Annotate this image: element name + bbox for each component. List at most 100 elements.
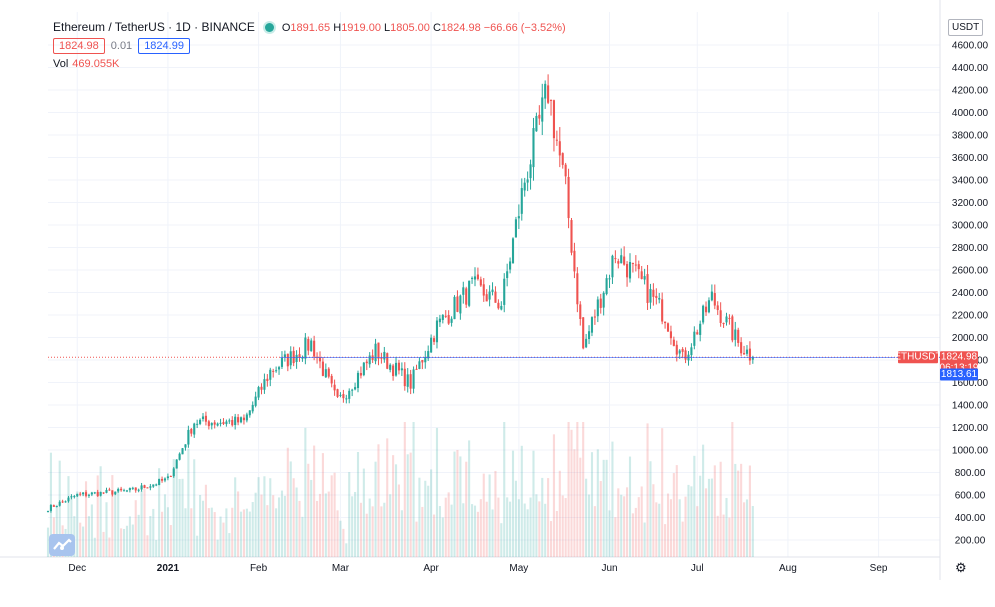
candle-body <box>441 315 444 320</box>
candle-body <box>740 342 743 354</box>
candle-body <box>266 378 269 382</box>
candle-body <box>134 487 137 491</box>
candle-body <box>269 369 272 380</box>
candle-body <box>143 485 146 488</box>
volume-bar <box>125 525 129 557</box>
time-tick-label: Dec <box>68 563 86 574</box>
volume-bar <box>96 475 99 557</box>
volume-bar <box>316 500 319 557</box>
volume-bar <box>669 499 672 557</box>
low-value: 1805.00 <box>390 22 430 34</box>
candle-body <box>424 357 427 363</box>
settings-gear-icon[interactable]: ⚙ <box>955 560 967 575</box>
candle-body <box>251 404 254 412</box>
candle-body <box>652 289 655 297</box>
candle-body <box>272 370 275 372</box>
volume-bar <box>488 474 491 557</box>
candle-body <box>354 387 357 390</box>
price-axis[interactable]: 200.00 400.00 600.00 800.00 1000.00 1200.00 14… <box>952 41 989 547</box>
candle-body <box>623 256 626 265</box>
volume-bar <box>672 473 675 557</box>
candle-body <box>579 304 582 319</box>
price-tick-label: 3400.00 <box>952 176 989 187</box>
volume-bar <box>637 497 640 557</box>
candle-body <box>500 305 503 310</box>
sell-button[interactable]: 1824.98 <box>53 38 105 54</box>
candle-body <box>664 321 667 324</box>
candle-body <box>649 289 652 303</box>
candle-body <box>172 468 175 477</box>
candle-body <box>517 216 520 219</box>
volume-bar <box>397 484 401 557</box>
volume-bar <box>137 514 140 557</box>
candle-body <box>125 490 129 492</box>
candle-body <box>503 278 506 305</box>
volume-bar <box>304 427 307 557</box>
candle-body <box>643 276 646 280</box>
candle-body <box>84 492 88 496</box>
candle-body <box>175 459 178 469</box>
volume-bar <box>643 522 646 557</box>
volume-bar <box>737 470 740 557</box>
candle-body <box>190 428 193 434</box>
candle-body <box>321 361 324 376</box>
volume-bar <box>655 502 658 557</box>
candle-body <box>254 396 257 406</box>
candle-body <box>339 394 342 396</box>
price-tick-label: 4200.00 <box>952 86 989 97</box>
candle-body <box>509 261 512 270</box>
candle-body <box>479 279 482 286</box>
buy-button[interactable]: 1824.99 <box>138 38 190 54</box>
candle-body <box>555 139 558 141</box>
price-tick-label: 2200.00 <box>952 311 989 322</box>
volume-bar <box>623 496 626 557</box>
volume-bar <box>266 505 269 557</box>
candle-body <box>283 354 286 358</box>
price-tick-label: 800.00 <box>955 468 986 479</box>
price-tick-label: 3200.00 <box>952 198 989 209</box>
volume-bar <box>102 531 105 557</box>
candle-body <box>93 492 96 494</box>
volume-bar <box>611 441 614 557</box>
candle-body <box>377 342 380 359</box>
volume-bar <box>453 451 456 557</box>
candle-body <box>199 419 202 424</box>
volume-bar <box>555 510 558 557</box>
candle-body <box>260 386 263 390</box>
volume-bar <box>362 468 365 557</box>
candle-body <box>169 476 172 478</box>
volume-bar <box>392 455 395 557</box>
volume-bar <box>576 422 579 557</box>
currency-unit-button[interactable]: USDT <box>948 19 984 36</box>
candle-body <box>547 85 550 103</box>
candle-body <box>617 261 620 264</box>
volume-bar <box>210 507 213 557</box>
price-tick-label: 1400.00 <box>952 401 989 412</box>
time-axis[interactable]: Dec 2021 Feb Mar Apr May Jun Jul Aug Sep <box>68 563 888 574</box>
candle-body <box>292 350 295 364</box>
candle-body <box>365 361 368 364</box>
volume-label: Vol <box>53 58 69 70</box>
candle-body <box>111 490 114 495</box>
tradingview-logo-icon[interactable] <box>49 534 75 556</box>
last-price-badge: 1824.98 <box>941 352 978 363</box>
candle-body <box>216 423 219 426</box>
candle-body <box>76 493 79 497</box>
volume-bar <box>494 470 497 557</box>
volume-bar <box>354 491 357 557</box>
candle-body <box>313 340 316 357</box>
candle-body <box>187 429 190 445</box>
volume-bar <box>602 459 605 557</box>
candle-body <box>438 318 441 323</box>
market-status-icon[interactable] <box>264 23 274 32</box>
candle-body <box>737 329 740 343</box>
volume-bar <box>514 480 517 557</box>
volume-bar <box>257 477 260 557</box>
volume-bar <box>561 495 564 557</box>
volume-bar <box>418 477 421 557</box>
candle-body <box>655 295 658 298</box>
candle-body <box>570 220 573 253</box>
volume-bar <box>128 516 131 557</box>
volume-bar <box>239 511 243 557</box>
